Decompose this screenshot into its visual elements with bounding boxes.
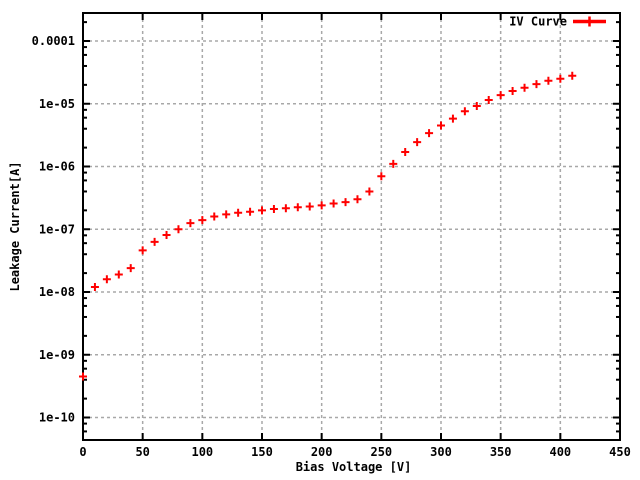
y-tick-label: 1e-10 (39, 411, 75, 425)
x-tick-label: 400 (549, 445, 571, 459)
legend-label: IV Curve (509, 15, 567, 29)
plot-border-rect (82, 12, 621, 441)
x-tick-label: 0 (79, 445, 86, 459)
y-tick-label: 1e-09 (39, 348, 75, 362)
legend: IV Curve (509, 15, 606, 29)
legend-marker-sample (585, 16, 594, 27)
iv-curve-markers (79, 71, 577, 381)
x-tick-label: 200 (311, 445, 333, 459)
gridlines (83, 13, 620, 440)
axis-labels: 0.0001 1e-05 1e-06 1e-07 1e-08 1e-09 1e-10 0 50 1… (8, 34, 631, 474)
x-tick-label: 450 (609, 445, 631, 459)
y-tick-label: 1e-08 (39, 285, 75, 299)
plot-border (82, 12, 621, 441)
y-tick-label: 1e-07 (39, 222, 75, 236)
y-axis-label: Leakage Current[A] (8, 161, 22, 291)
x-tick-label: 50 (135, 445, 149, 459)
x-tick-label: 250 (370, 445, 392, 459)
axis-ticks (82, 13, 621, 440)
y-tick-label: 1e-06 (39, 160, 75, 174)
x-tick-label: 300 (430, 445, 452, 459)
x-tick-label: 100 (191, 445, 213, 459)
y-tick-label: 1e-05 (39, 97, 75, 111)
x-tick-label: 350 (490, 445, 512, 459)
x-tick-label: 150 (251, 445, 273, 459)
y-tick-label: 0.0001 (32, 34, 75, 48)
iv-curve-points (79, 71, 577, 381)
x-axis-label: Bias Voltage [V] (296, 460, 412, 474)
